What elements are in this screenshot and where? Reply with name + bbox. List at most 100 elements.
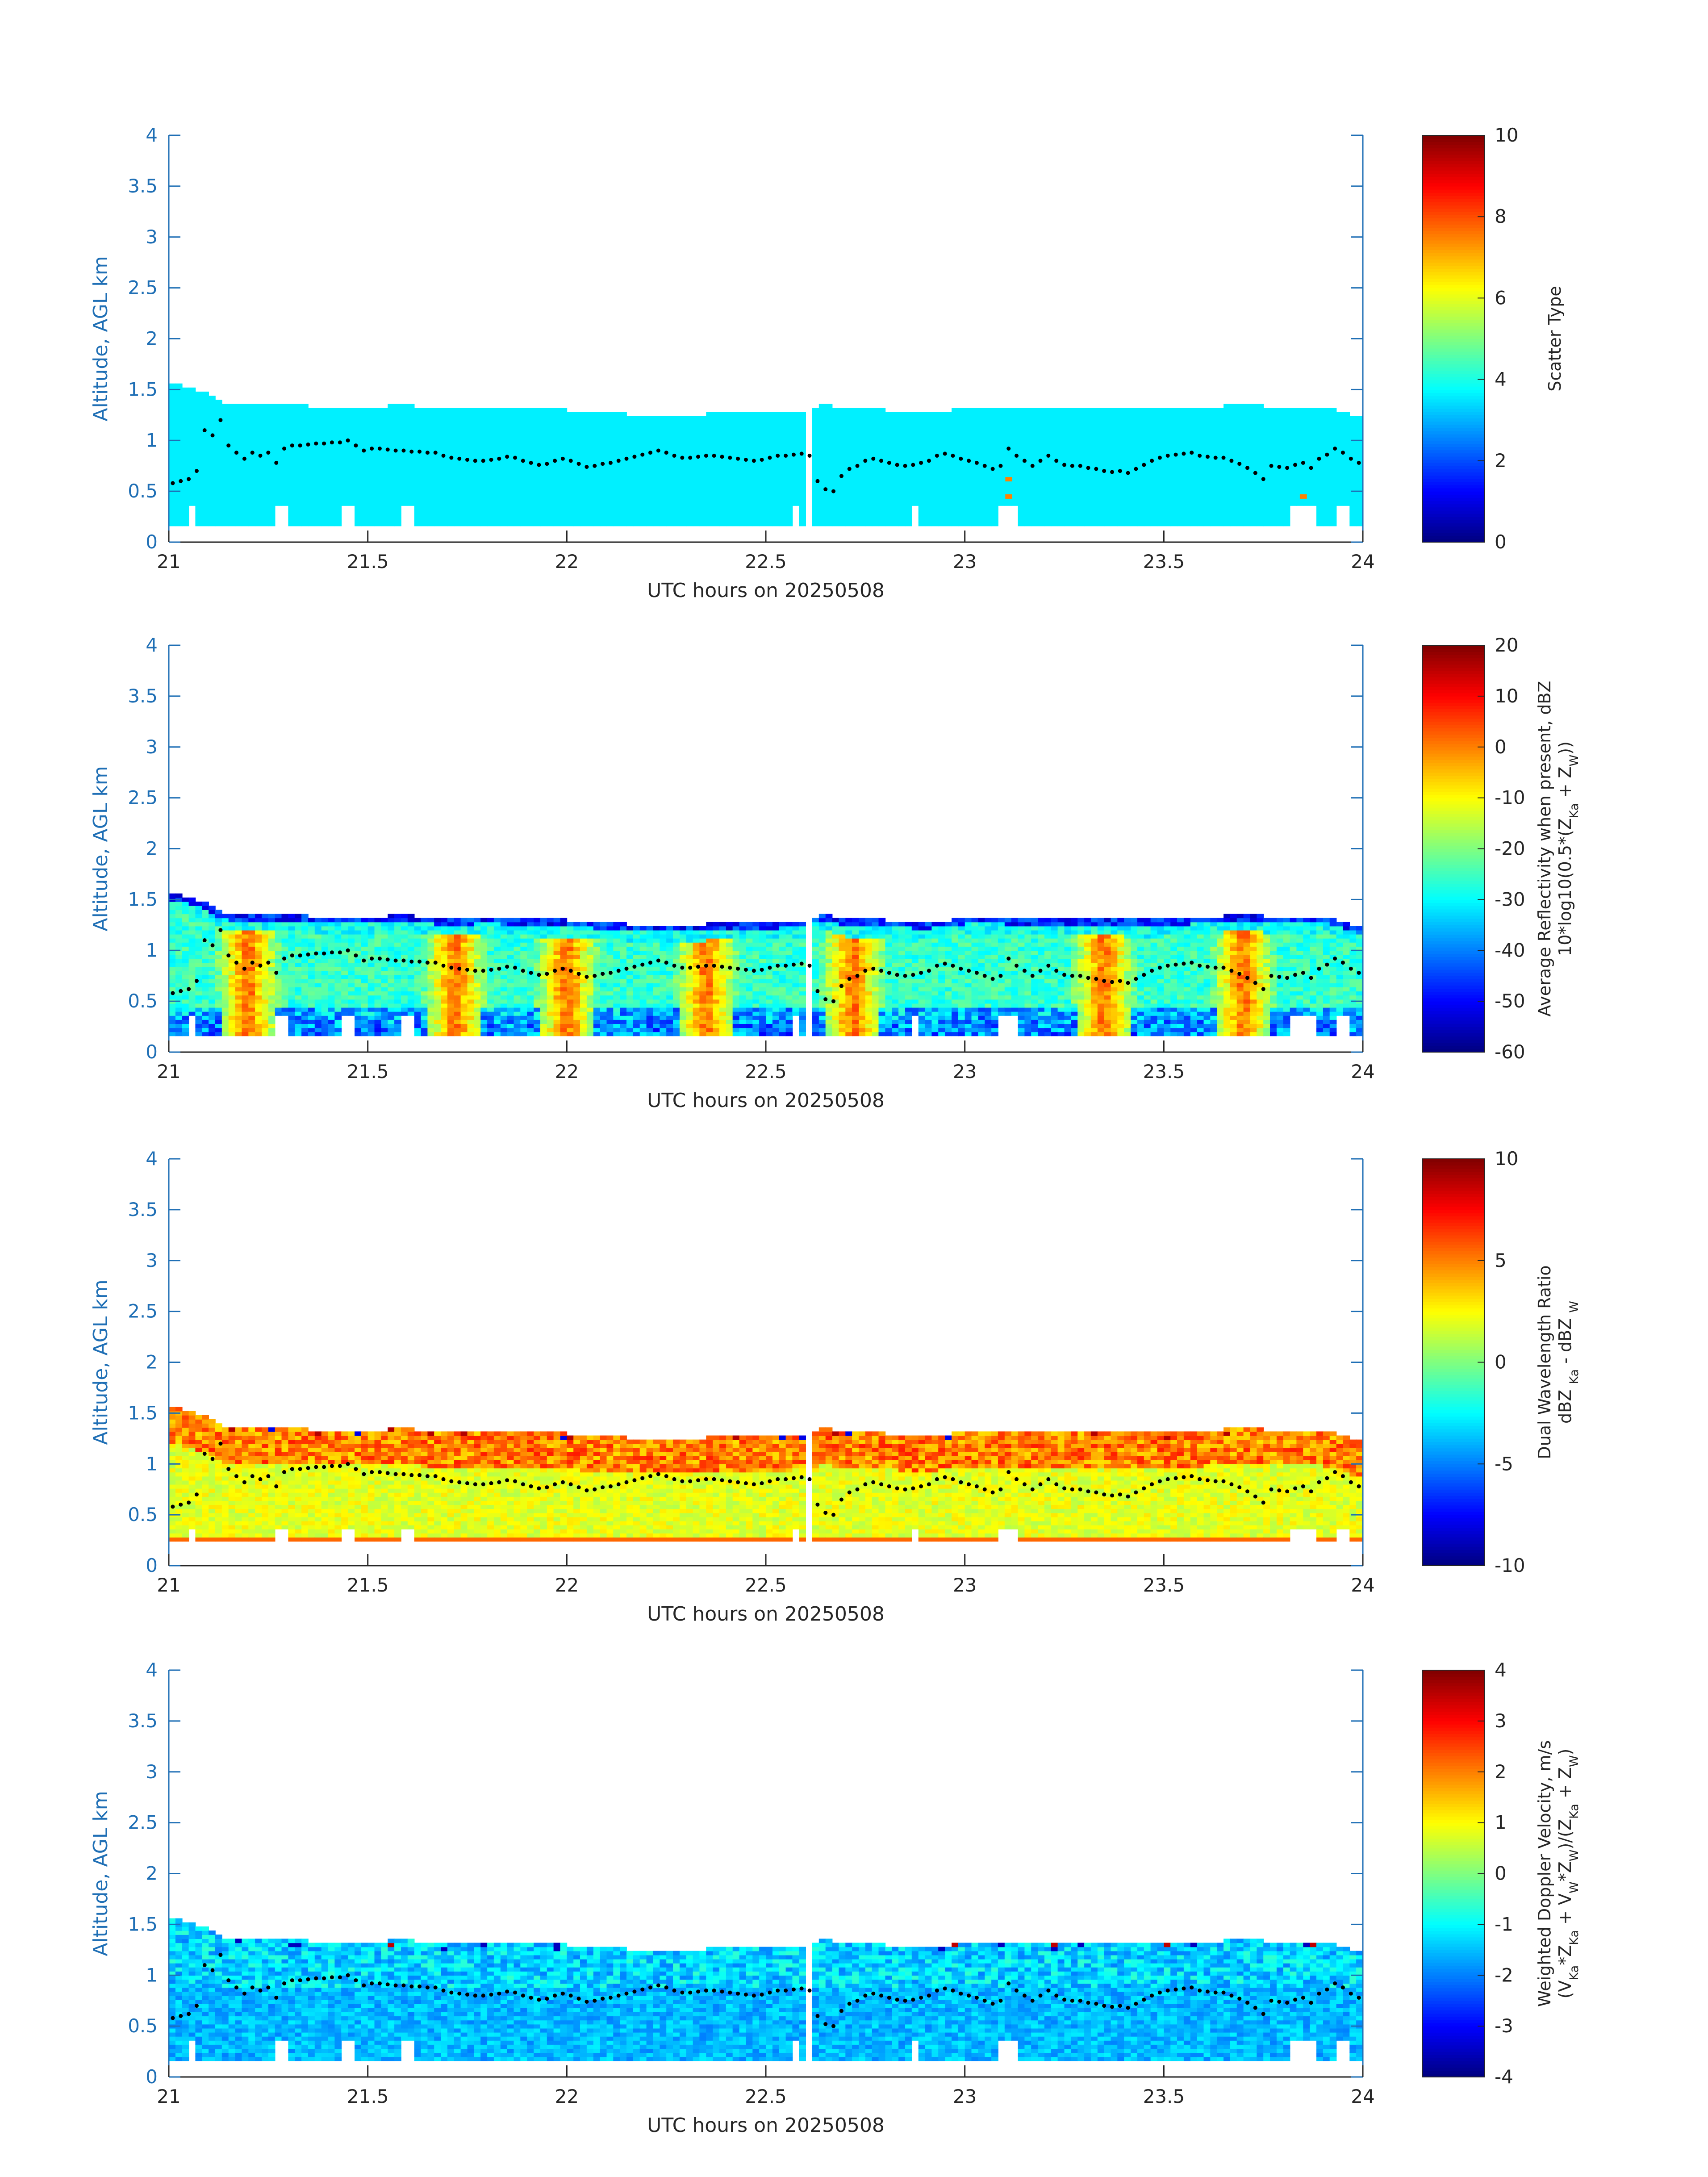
heatmap-cell — [1177, 448, 1184, 453]
heatmap-cell — [493, 518, 501, 522]
heatmap-cell — [952, 408, 959, 413]
heatmap-cell — [766, 522, 773, 526]
heatmap-cell — [1183, 436, 1191, 441]
heatmap-cell — [447, 464, 455, 469]
heatmap-cell — [221, 485, 229, 490]
heatmap-cell — [169, 469, 176, 473]
heatmap-cell — [175, 514, 183, 518]
heatmap-cell — [467, 436, 475, 441]
heatmap-cell — [679, 506, 687, 510]
heatmap-cell — [1064, 428, 1072, 433]
heatmap-cell — [381, 522, 388, 526]
heatmap-cell — [573, 485, 580, 490]
heatmap-cell — [447, 506, 455, 510]
heatmap-cell — [553, 440, 561, 445]
heatmap-cell — [1137, 456, 1144, 461]
heatmap-cell — [175, 428, 183, 433]
heatmap-cell — [1323, 440, 1330, 445]
heatmap-cell — [752, 481, 760, 486]
heatmap-cell — [195, 452, 203, 457]
heatmap-cell — [1190, 460, 1198, 465]
heatmap-cell — [467, 424, 475, 429]
heatmap-cell — [520, 428, 527, 433]
heatmap-cell — [1170, 469, 1178, 473]
heatmap-cell — [567, 493, 574, 498]
heatmap-cell — [514, 420, 521, 425]
heatmap-cell — [1210, 436, 1217, 441]
heatmap-cell — [1263, 444, 1270, 449]
heatmap-cell — [540, 412, 547, 417]
heatmap-cell — [480, 412, 488, 417]
heatmap-cell — [328, 514, 335, 518]
heatmap-cell — [248, 456, 255, 461]
heatmap-cell — [892, 456, 899, 461]
heatmap-cell — [945, 501, 952, 506]
heatmap-cell — [221, 432, 229, 437]
heatmap-cell — [1150, 456, 1158, 461]
heatmap-cell — [487, 518, 494, 522]
heatmap-cell — [1323, 497, 1330, 502]
heatmap-cell — [507, 485, 514, 490]
heatmap-cell — [1084, 522, 1091, 526]
heatmap-cell — [553, 473, 561, 477]
heatmap-cell — [288, 460, 296, 465]
heatmap-cell — [892, 452, 899, 457]
heatmap-cell — [1263, 456, 1270, 461]
heatmap-cell — [401, 460, 408, 465]
heatmap-cell — [454, 501, 461, 506]
heatmap-cell — [1197, 469, 1204, 473]
heatmap-cell — [812, 428, 819, 433]
heatmap-cell — [911, 428, 919, 433]
heatmap-cell — [1150, 506, 1158, 510]
heatmap-cell — [567, 469, 574, 473]
heatmap-cell — [255, 448, 262, 453]
heatmap-cell — [1150, 420, 1158, 425]
heatmap-cell — [1316, 469, 1324, 473]
heatmap-cell — [1090, 489, 1098, 494]
heatmap-cell — [175, 497, 183, 502]
heatmap-cell — [1263, 493, 1270, 498]
heatmap-cell — [686, 485, 693, 490]
heatmap-cell — [759, 469, 766, 473]
heatmap-cell — [646, 485, 654, 490]
heatmap-cell — [911, 473, 919, 477]
heatmap-cell — [421, 408, 428, 413]
heatmap-cell — [892, 477, 899, 482]
heatmap-cell — [1131, 440, 1138, 445]
heatmap-cell — [434, 469, 441, 473]
heatmap-cell — [567, 412, 574, 417]
heatmap-cell — [639, 428, 647, 433]
heatmap-cell — [527, 440, 534, 445]
heatmap-cell — [732, 440, 740, 445]
heatmap-cell — [1024, 506, 1032, 510]
heatmap-cell — [1124, 518, 1131, 522]
heatmap-cell — [1144, 493, 1151, 498]
heatmap-cell — [421, 456, 428, 461]
heatmap-cell — [1263, 481, 1270, 486]
heatmap-cell — [1323, 522, 1330, 526]
heatmap-cell — [182, 400, 189, 404]
heatmap-cell — [1137, 489, 1144, 494]
heatmap-cell — [221, 416, 229, 421]
heatmap-cell — [918, 510, 926, 514]
heatmap-cell — [361, 420, 368, 425]
heatmap-cell — [898, 420, 906, 425]
heatmap-cell — [706, 506, 713, 510]
heatmap-cell — [500, 444, 508, 449]
heatmap-cell — [799, 416, 806, 421]
heatmap-cell — [918, 493, 926, 498]
heatmap-cell — [1230, 518, 1237, 522]
heatmap-cell — [586, 412, 594, 417]
heatmap-cell — [825, 477, 833, 482]
heatmap-cell — [865, 464, 873, 469]
heatmap-cell — [1197, 448, 1204, 453]
heatmap-cell — [978, 412, 986, 417]
heatmap-cell — [1236, 522, 1244, 526]
heatmap-cell — [1090, 424, 1098, 429]
heatmap-cell — [248, 440, 255, 445]
heatmap-cell — [606, 501, 614, 506]
heatmap-cell — [295, 473, 302, 477]
heatmap-cell — [1150, 518, 1158, 522]
heatmap-cell — [1051, 440, 1058, 445]
heatmap-cell — [447, 408, 455, 413]
